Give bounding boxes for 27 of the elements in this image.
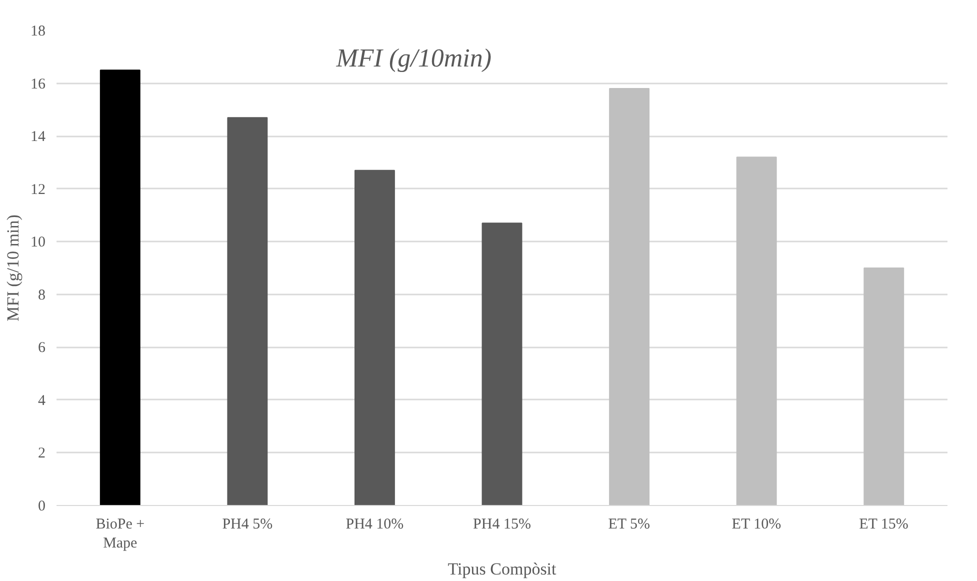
y-tick-label: 4 [38,392,46,409]
x-tick-label: PH4 15% [473,516,531,532]
bar [609,88,650,506]
x-tick-label: ET 5% [608,516,650,532]
x-tick-label: BioPe + Mape [96,516,145,552]
y-tick-label: 8 [38,287,46,304]
bar [482,222,522,506]
x-tick-label: PH4 5% [222,516,273,532]
x-tick-label: PH4 10% [346,516,404,532]
y-tick-label: 0 [38,498,46,514]
x-axis-title: Tipus Compòsit [448,560,557,579]
y-tick-label: 12 [30,182,46,198]
text: MFI (g/10min) [335,44,492,73]
bar [736,156,777,506]
x-tick-label: ET 15% [859,516,908,532]
bar [100,70,140,506]
bar [864,268,904,506]
y-tick-label: 6 [38,340,46,356]
y-tick-label: 16 [30,76,46,92]
x-tick-label: ET 10% [732,516,782,532]
y-tick-label: 14 [30,129,46,146]
y-axis-title: MFI (g/10 min) [4,214,22,322]
bar [354,170,395,506]
y-tick-label: 18 [30,24,46,40]
y-tick-label: 2 [38,446,46,462]
bar [227,117,268,506]
y-tick-label: 10 [30,234,46,251]
